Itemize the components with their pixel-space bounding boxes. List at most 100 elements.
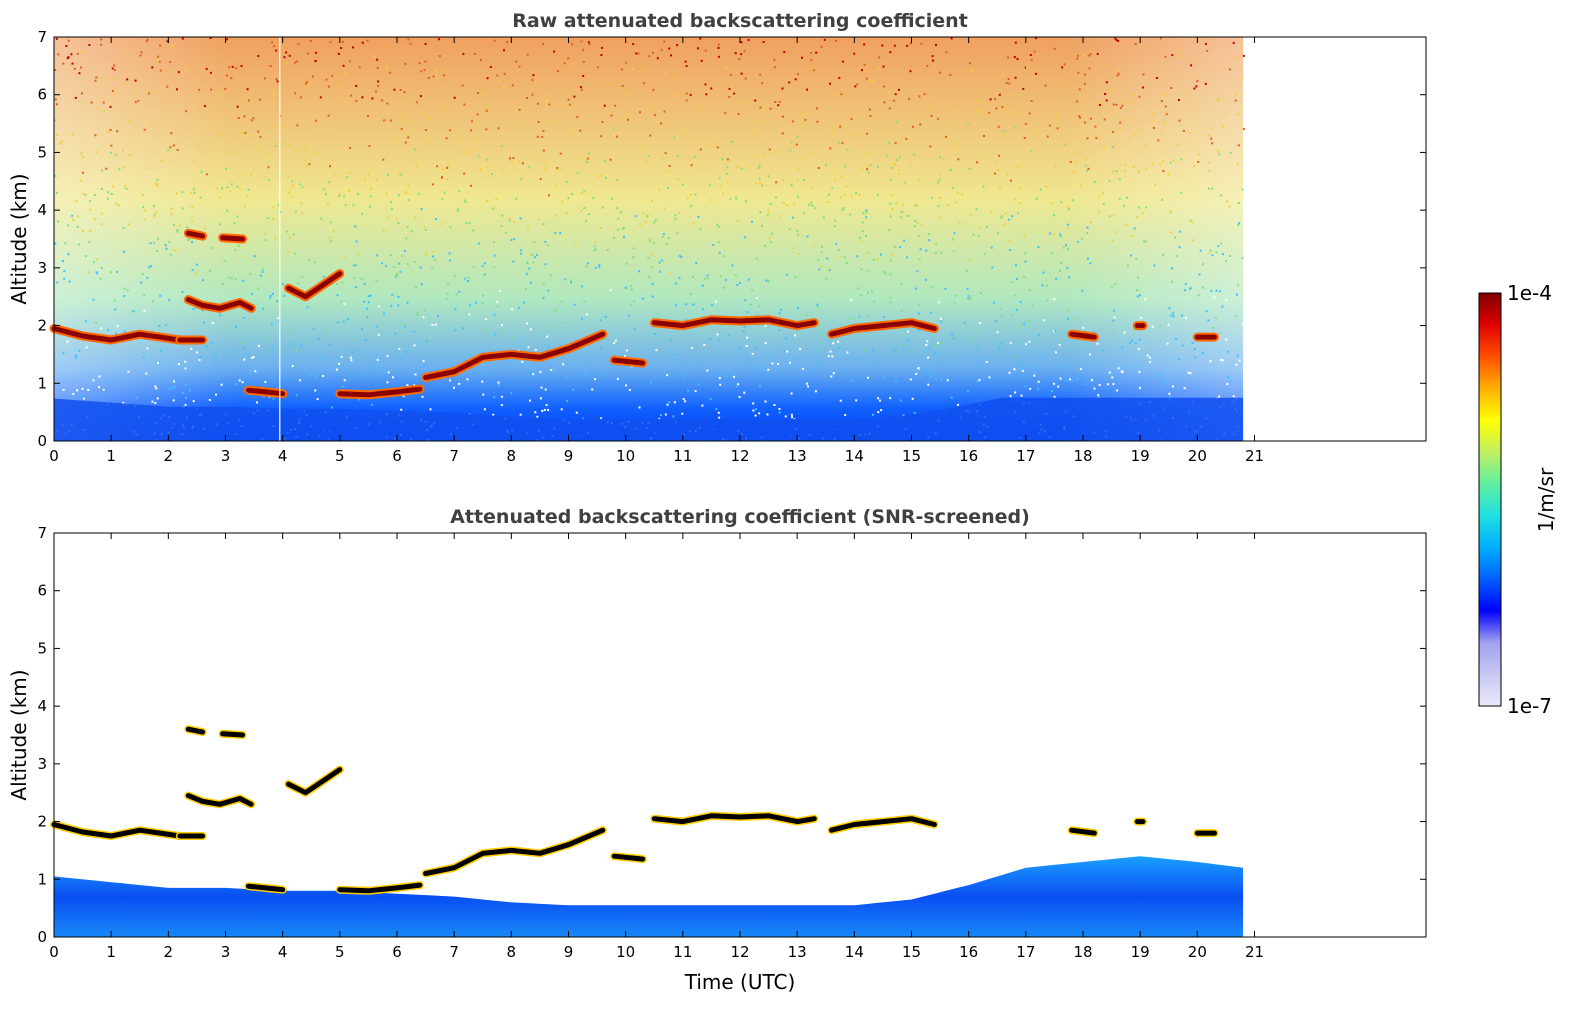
noise-speck [1067,248,1070,251]
noise-speck [906,330,909,333]
noise-speck [90,101,93,104]
noise-speck [529,281,532,284]
noise-speck [1022,87,1025,90]
noise-speck [81,171,84,174]
noise-speck [573,303,576,306]
noise-speck [567,197,570,200]
noise-speck [841,209,844,211]
noise-speck [421,395,424,398]
noise-speck [758,164,761,167]
noise-speck [216,187,218,190]
noise-speck [352,350,355,353]
noise-speck [1103,146,1105,149]
noise-speck [697,47,699,50]
noise-speck [243,317,246,319]
noise-speck [949,169,952,171]
noise-speck [1112,214,1115,217]
raw-backscatter-panel: Raw attenuated backscattering coefficien… [7,10,1427,465]
noise-speck [1078,88,1081,91]
noise-speck [208,269,211,272]
noise-speck [152,205,155,208]
noise-speck [1117,70,1120,73]
x-tick-label: 19 [1131,447,1150,465]
noise-speck [1053,214,1056,217]
noise-speck [287,175,290,178]
noise-speck [533,241,536,244]
noise-speck [975,112,978,115]
noise-speck [200,171,203,173]
noise-speck [733,92,736,95]
noise-speck [264,380,267,383]
noise-speck [823,38,826,41]
noise-speck [365,338,367,341]
noise-speck [1067,208,1070,211]
noise-speck [338,195,341,197]
noise-speck [113,69,116,71]
noise-speck [95,76,98,79]
noise-speck [1060,262,1063,264]
noise-speck [1183,387,1186,390]
noise-speck [327,114,330,117]
noise-speck [717,47,720,49]
noise-speck [498,290,501,292]
noise-speck [397,222,400,225]
noise-speck [858,236,861,239]
noise-speck [1085,156,1088,159]
noise-speck [75,356,78,359]
noise-speck [877,411,880,414]
noise-speck [190,347,193,350]
noise-speck [978,226,981,229]
noise-speck [1013,198,1016,201]
noise-speck [172,249,175,251]
noise-speck [861,69,863,72]
noise-speck [294,92,297,95]
noise-speck [98,375,101,378]
noise-speck [513,221,516,224]
noise-speck [831,355,834,358]
noise-speck [762,41,765,43]
noise-speck [638,406,641,409]
noise-speck [865,211,868,214]
noise-speck [229,190,232,193]
noise-speck [285,51,288,54]
noise-speck [797,195,800,198]
x-tick-label: 3 [221,943,231,961]
noise-speck [831,172,834,175]
noise-speck [272,292,274,295]
noise-speck [407,184,410,187]
noise-speck [1117,72,1120,75]
noise-speck [889,296,892,299]
noise-speck [580,88,583,91]
noise-speck [998,154,1001,157]
noise-speck [898,155,901,158]
noise-speck [1105,81,1108,84]
noise-speck [1037,380,1040,383]
noise-speck [348,60,351,63]
noise-speck [82,193,85,196]
noise-speck [123,287,126,290]
noise-speck [1055,351,1057,354]
noise-speck [358,398,361,401]
noise-speck [954,294,957,297]
noise-speck [1059,377,1062,380]
noise-speck [196,146,199,149]
noise-speck [660,122,663,125]
noise-speck [759,385,761,388]
noise-speck [759,106,762,109]
noise-speck [299,96,302,99]
noise-speck [593,249,596,252]
noise-speck [887,91,890,94]
noise-speck [1097,396,1100,399]
noise-speck [398,262,401,265]
noise-speck [820,251,823,254]
noise-speck [96,106,99,109]
noise-speck [913,225,916,228]
noise-speck [453,96,456,99]
noise-speck [357,253,360,256]
noise-speck [401,113,404,116]
noise-speck [1211,187,1214,190]
noise-speck [414,148,417,151]
noise-speck [678,211,681,214]
x-axis-label: Time (UTC) [684,970,796,994]
noise-speck [343,302,346,305]
